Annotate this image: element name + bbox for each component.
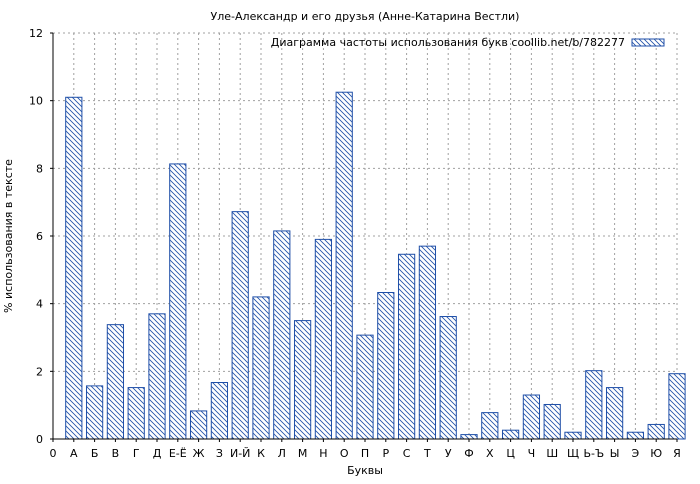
x-tick-label: Н — [319, 447, 327, 460]
x-tick-label: Ю — [650, 447, 662, 460]
bar-Щ — [564, 431, 582, 440]
bars — [65, 91, 686, 440]
y-tick-label: 12 — [29, 27, 43, 40]
x-tick-label: Ш — [546, 447, 558, 460]
x-tick-label: П — [361, 447, 369, 460]
bar-Р — [377, 292, 395, 440]
bar-Ь-Ъ — [585, 370, 603, 440]
x-tick-label: Ч — [528, 447, 536, 460]
x-tick-label: Ф — [464, 447, 473, 460]
bar-М — [293, 320, 312, 440]
y-tick-label: 0 — [36, 433, 43, 446]
x-tick-label: Э — [632, 447, 640, 460]
bar-О — [335, 91, 353, 440]
x-tick-label: Е-Ё — [169, 447, 187, 460]
x-tick-label: В — [112, 447, 120, 460]
x-tick-labels: 0 А Б В Г Д Е-Ё Ж З И-Й К Л М Н О П Р С Т У Ф Х Ц Ч Ш Щ Ь-Ъ Ы Э Ю Я — [50, 447, 681, 460]
axes — [50, 32, 678, 442]
bar-Г — [127, 387, 145, 440]
x-tick-label: Ж — [193, 447, 205, 460]
bar-К — [252, 296, 270, 440]
x-tick-label: Ы — [610, 447, 620, 460]
x-tick-label: Х — [486, 447, 494, 460]
y-tick-label: 2 — [36, 365, 43, 378]
x-tick-label: У — [445, 447, 452, 460]
bar-Я — [668, 373, 686, 440]
bar-Ы — [605, 387, 624, 440]
bar-Л — [273, 230, 291, 440]
bar-Ц — [501, 429, 520, 440]
x-tick-label: А — [70, 447, 78, 460]
x-tick-label: Р — [382, 447, 389, 460]
x-tick-label: Я — [673, 447, 681, 460]
x-tick-label: Д — [153, 447, 162, 460]
legend-swatch — [631, 38, 665, 47]
x-tick-label: Щ — [567, 447, 579, 460]
bar-Х — [481, 412, 499, 440]
bar-П — [356, 334, 374, 440]
x-axis-label: Буквы — [347, 464, 383, 477]
bar-Ж — [189, 410, 208, 440]
x-tick-label: Ь-Ъ — [583, 447, 604, 460]
x-tick-label: Т — [423, 447, 431, 460]
x-tick-label: К — [257, 447, 265, 460]
bar-С — [397, 253, 416, 440]
legend-label: Диаграмма частоты использования букв coo… — [271, 36, 625, 49]
legend: Диаграмма частоты использования букв coo… — [271, 36, 665, 49]
bar-З — [210, 382, 229, 440]
bar-И-Й — [231, 211, 249, 440]
x-tick-label: З — [216, 447, 223, 460]
x-tick-label: И-Й — [230, 447, 250, 460]
bar-Е-Ё — [169, 163, 187, 440]
bar-Д — [148, 313, 166, 440]
bar-Ю — [647, 423, 665, 440]
x-tick-label: О — [340, 447, 349, 460]
x-tick-label: М — [298, 447, 308, 460]
y-tick-labels: 0 2 4 6 8 10 12 — [29, 27, 43, 446]
bar-У — [439, 316, 457, 440]
x-tick-label: 0 — [50, 447, 57, 460]
bar-В — [106, 324, 125, 440]
bar-Т — [418, 245, 437, 440]
x-tick-label: Г — [133, 447, 140, 460]
x-tick-label: Л — [278, 447, 286, 460]
bar-Ф — [460, 434, 478, 440]
bar-Ч — [522, 394, 541, 440]
x-tick-label: Ц — [506, 447, 515, 460]
x-tick-label: С — [403, 447, 411, 460]
chart-title: Уле-Александр и его друзья (Анне-Катарин… — [211, 10, 520, 23]
x-tick-label: Б — [91, 447, 99, 460]
y-tick-label: 10 — [29, 95, 43, 108]
y-tick-label: 8 — [36, 162, 43, 175]
y-axis-label: % использования в тексте — [2, 159, 15, 313]
y-tick-label: 6 — [36, 230, 43, 243]
bar-Ш — [543, 403, 561, 440]
bar-Н — [314, 238, 333, 440]
bar-Б — [85, 385, 104, 440]
bar-Э — [626, 431, 645, 440]
y-tick-label: 4 — [36, 298, 43, 311]
bar-А — [65, 96, 83, 440]
